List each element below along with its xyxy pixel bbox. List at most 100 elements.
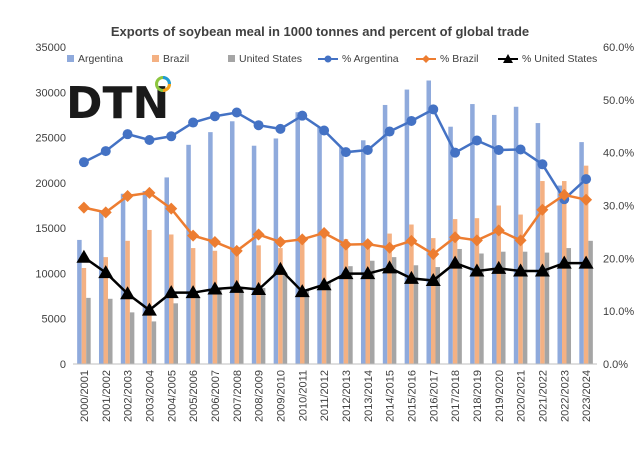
bar-brazil (234, 252, 240, 364)
bar-united-states (522, 251, 528, 364)
y-right-tick-label: 30.0% (603, 201, 634, 213)
bar-united-states (544, 252, 550, 364)
y-left-tick-label: 30000 (35, 87, 66, 99)
point-pct-united-states (578, 255, 594, 269)
x-tick-label: 2005/2006 (188, 370, 200, 422)
bar-brazil (409, 224, 414, 364)
x-tick-label: 2012/2013 (341, 370, 353, 422)
bar-argentina (426, 80, 431, 365)
x-tick-label: 2008/2009 (254, 370, 266, 422)
point-pct-argentina (144, 134, 155, 145)
bar-united-states (588, 240, 593, 364)
bar-argentina (251, 145, 257, 364)
bar-brazil (299, 239, 305, 364)
point-pct-united-states (207, 281, 223, 295)
legend-label-brazil: Brazil (163, 53, 189, 65)
bar-brazil (387, 233, 392, 364)
y-right-tick-label: 40.0% (603, 148, 634, 160)
line-pct-united-states (83, 256, 587, 312)
bar-brazil (278, 248, 283, 364)
bar-brazil (103, 257, 109, 364)
bar-united-states (326, 281, 331, 364)
point-pct-brazil (318, 226, 331, 239)
bar-united-states (566, 248, 572, 364)
lines-group (76, 104, 594, 316)
bar-argentina (142, 191, 148, 364)
logo-circle-blue (162, 76, 171, 85)
bar-argentina (208, 132, 213, 364)
bar-brazil (365, 241, 371, 364)
point-pct-united-states (294, 284, 310, 298)
bar-argentina (491, 114, 497, 364)
point-pct-argentina (319, 125, 330, 136)
point-pct-brazil (252, 228, 265, 241)
y-left-tick-label: 5000 (42, 314, 66, 326)
bar-brazil (256, 245, 261, 364)
bar-argentina (535, 123, 541, 364)
bar-brazil (430, 238, 436, 364)
point-pct-brazil (274, 235, 287, 248)
y-left-tick-label: 20000 (35, 178, 66, 190)
bar-argentina (98, 210, 104, 364)
legend-label-pct-brazil: % Brazil (440, 53, 479, 65)
point-pct-brazil (470, 234, 483, 247)
bar-argentina (273, 138, 279, 364)
legend-swatch-argentina (67, 55, 74, 62)
chart-title: Exports of soybean meal in 1000 tonnes a… (111, 24, 529, 39)
x-tick-label: 2023/2024 (581, 370, 593, 422)
dtn-logo: DTN (66, 76, 171, 129)
bar-brazil (168, 234, 174, 364)
bar-argentina (557, 185, 562, 364)
bar-argentina (360, 140, 366, 364)
legend-label-pct-united-states: % United States (522, 53, 597, 65)
point-pct-united-states (360, 266, 376, 280)
x-tick-label: 2013/2014 (363, 370, 375, 422)
y-right-tick-label: 50.0% (603, 95, 634, 107)
bar-united-states (239, 288, 244, 364)
legend-marker-pct-united-states (503, 54, 513, 63)
bar-argentina (448, 126, 453, 365)
point-pct-united-states (338, 266, 354, 280)
point-pct-argentina (406, 115, 417, 126)
bar-united-states (501, 251, 506, 364)
point-pct-brazil (361, 238, 374, 251)
bar-brazil (474, 218, 480, 364)
point-pct-brazil (121, 189, 134, 202)
point-pct-brazil (143, 186, 156, 199)
point-pct-united-states (316, 277, 332, 291)
point-pct-united-states (513, 263, 529, 277)
point-pct-brazil (187, 229, 200, 242)
bar-united-states (129, 312, 135, 364)
bar-brazil (518, 214, 523, 364)
bar-united-states (348, 266, 353, 364)
point-pct-argentina (537, 159, 548, 170)
x-tick-label: 2020/2021 (516, 370, 528, 422)
point-pct-united-states (534, 263, 550, 277)
y-right-tick-label: 10.0% (603, 306, 634, 318)
x-tick-label: 2007/2008 (232, 370, 244, 422)
bar-united-states (173, 303, 179, 364)
bar-argentina (77, 239, 82, 364)
point-pct-united-states (382, 260, 398, 274)
x-tick-label: 2021/2022 (537, 370, 549, 422)
bar-argentina (229, 121, 235, 364)
point-pct-argentina (253, 120, 264, 131)
x-tick-label: 2006/2007 (210, 370, 222, 422)
point-pct-argentina (297, 110, 308, 121)
point-pct-united-states (76, 249, 92, 263)
x-tick-label: 2016/2017 (428, 370, 440, 422)
x-tick-label: 2017/2018 (450, 370, 462, 422)
point-pct-argentina (471, 135, 482, 146)
point-pct-united-states (185, 285, 201, 299)
logo-text: DTN (66, 78, 169, 129)
bar-united-states (151, 321, 157, 364)
y-right-tick-label: 20.0% (603, 253, 634, 265)
y-right-tick-label: 60.0% (603, 42, 634, 54)
point-pct-brazil (405, 234, 418, 247)
bar-brazil (212, 250, 218, 364)
bar-argentina (404, 89, 410, 364)
point-pct-argentina (493, 145, 504, 156)
point-pct-argentina (166, 131, 177, 142)
point-pct-argentina (275, 123, 286, 134)
x-tick-label: 2002/2003 (123, 370, 135, 422)
